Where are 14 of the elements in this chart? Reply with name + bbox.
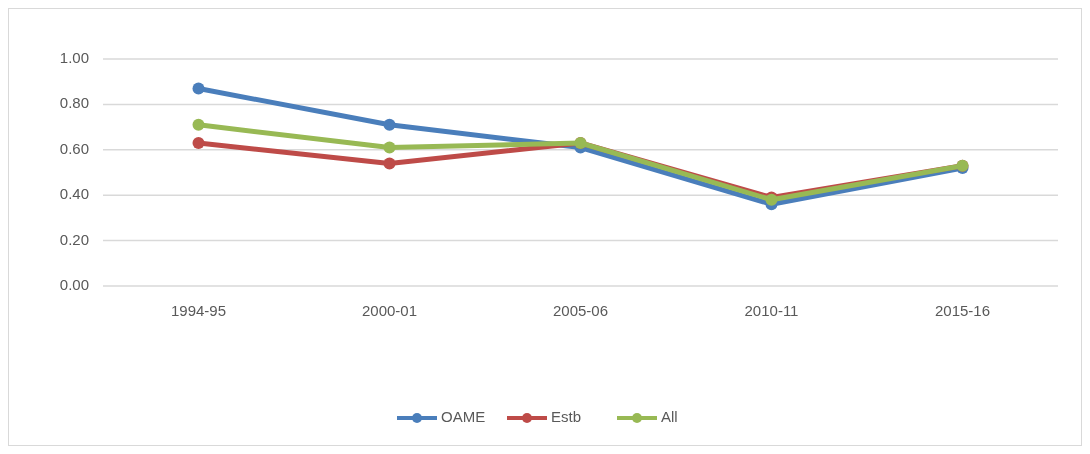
x-tick-label: 2015-16 [934,302,991,319]
y-tick-label: 1.00 [59,48,89,66]
legend-label: All [661,407,678,425]
x-tick-label: 1994-95 [170,302,227,319]
x-tick-label: 2000-01 [361,302,418,319]
x-tick-label: 2005-06 [552,302,609,319]
y-tick-label: 0.00 [59,275,89,293]
y-tick-label: 0.40 [59,185,89,203]
legend-label: OAME [441,407,486,425]
y-tick-label: 0.60 [59,139,89,157]
legend-label: Estb [551,407,582,425]
y-tick-label: 0.20 [59,230,89,248]
x-tick-label: 2010-11 [744,302,799,319]
y-tick-label: 0.80 [59,94,89,112]
